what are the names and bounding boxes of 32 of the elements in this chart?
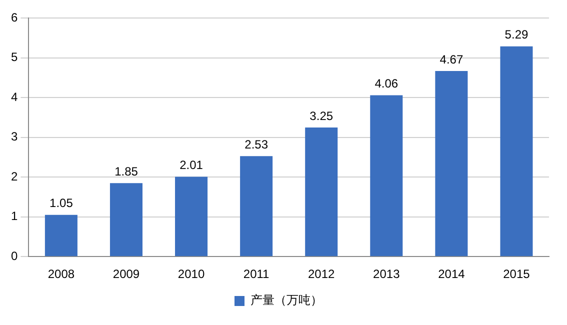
- y-tick-label: 0: [10, 248, 18, 263]
- bar: [175, 176, 208, 256]
- data-label: 1.05: [50, 196, 74, 210]
- x-tick-label: 2012: [308, 267, 336, 282]
- data-label: 2.53: [244, 137, 268, 152]
- y-tick-label: 4: [10, 90, 18, 104]
- x-tick-label: 2015: [503, 267, 530, 282]
- bar: [305, 127, 338, 256]
- bar: [240, 156, 273, 256]
- data-label: 4.06: [374, 76, 398, 91]
- data-label: 2.01: [180, 158, 204, 172]
- x-tick-label: 2008: [48, 267, 75, 282]
- x-tick-label: 2010: [178, 267, 205, 282]
- data-label: 3.25: [310, 108, 334, 123]
- x-tick-label: 2014: [438, 267, 466, 282]
- bar: [110, 183, 142, 256]
- legend-label: 产量（万吨）: [250, 293, 322, 308]
- x-tick-label: 2011: [243, 267, 270, 282]
- y-tick-label: 3: [10, 130, 18, 144]
- bar: [44, 214, 78, 256]
- y-tick-label: 6: [10, 10, 18, 25]
- bar: [500, 46, 533, 256]
- data-label: 1.85: [114, 164, 138, 178]
- bar: [435, 71, 468, 256]
- x-tick-label: 2009: [112, 267, 140, 282]
- y-tick-label: 1: [10, 209, 18, 224]
- data-label: 4.67: [440, 52, 464, 66]
- data-label: 5.29: [504, 28, 528, 42]
- y-tick-label: 2: [10, 169, 18, 184]
- bar: [370, 95, 403, 256]
- x-tick-label: 2013: [373, 267, 400, 282]
- y-tick-label: 5: [10, 50, 18, 64]
